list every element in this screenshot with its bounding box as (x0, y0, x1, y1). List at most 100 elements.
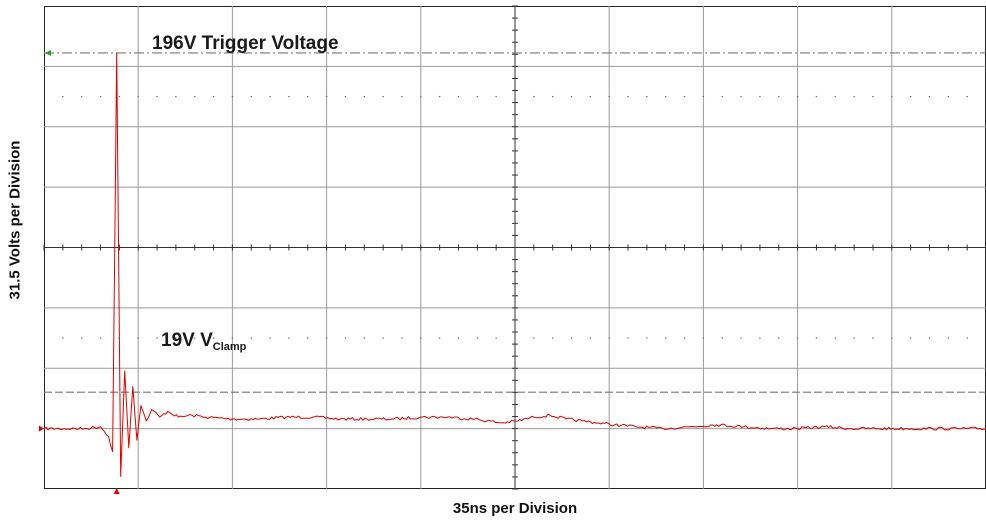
grid-dot (288, 95, 290, 98)
grid-dot (608, 95, 610, 98)
grid-dot (80, 95, 83, 98)
grid-dot (834, 95, 836, 98)
grid-dot (646, 337, 648, 339)
waveform-trace (43, 52, 986, 477)
grid-dot (250, 337, 252, 339)
grid-dot (627, 337, 629, 339)
grid-dot (156, 337, 158, 339)
grid-dot (627, 95, 629, 98)
grid-dot (646, 95, 648, 98)
grid-dot (231, 95, 234, 98)
grid-dot (533, 95, 535, 98)
grid-dot (137, 337, 139, 339)
grid-dot (533, 337, 535, 339)
grid-dot (853, 337, 855, 339)
grid-dot (363, 337, 365, 339)
grid-dot (947, 337, 950, 339)
grid-dot (325, 337, 328, 339)
grid-dot (194, 95, 196, 98)
grid-dot (137, 95, 139, 98)
grid-dot (665, 337, 667, 339)
grid-dot (665, 95, 667, 98)
grid-dot (307, 337, 309, 339)
x-axis-label: 35ns per Division (452, 500, 578, 517)
trigger-voltage-annotation: 196V Trigger Voltage (152, 33, 339, 54)
grid-dot (872, 95, 874, 98)
grid-dot (514, 337, 516, 339)
grid-dot (438, 95, 441, 98)
grid-dot (872, 337, 874, 339)
grid-dot (382, 95, 384, 98)
grid-dot (702, 95, 705, 98)
grid-dot (325, 95, 328, 98)
grid-dot (778, 337, 780, 339)
grid-dot (250, 95, 252, 98)
grid-dot (231, 337, 234, 339)
grid-dot (438, 337, 441, 339)
grid-dot (401, 95, 403, 98)
ground-marker-icon (39, 425, 44, 432)
grid-dot (815, 95, 818, 98)
grid-dot (759, 95, 761, 98)
grid-dot (495, 337, 497, 339)
grid-dot (928, 95, 931, 98)
clamp-voltage-annotation: 19V VClamp (161, 330, 246, 353)
grid-dot (307, 95, 309, 98)
level-marker-icon (45, 49, 51, 56)
y-axis-label: 31.5 Volts per Division (6, 140, 24, 300)
grid-dot (608, 337, 610, 339)
grid-dot (683, 95, 686, 98)
grid-dot (721, 337, 723, 339)
grid-dot (570, 337, 573, 339)
grid-dot (966, 95, 968, 98)
grid-dot (740, 337, 742, 339)
grid-dot (420, 95, 422, 98)
grid-dot (344, 337, 347, 339)
grid-dot (815, 337, 818, 339)
grid-dot (80, 337, 83, 339)
grid-dot (495, 95, 497, 98)
grid-dot (99, 95, 102, 98)
grid-dot (589, 337, 592, 339)
grid-dot (909, 95, 912, 98)
grid-dot (476, 95, 479, 98)
grid-dot (269, 95, 271, 98)
grid-dot (118, 95, 121, 98)
grid-dot (156, 95, 158, 98)
grid-dot (721, 95, 723, 98)
grid-dot (99, 337, 102, 339)
grid-dot (363, 95, 365, 98)
grid-dot (344, 95, 347, 98)
grid-dot (476, 337, 479, 339)
trigger-position-marker-icon (113, 488, 120, 494)
grid-dot (420, 337, 422, 339)
grid-dot (853, 95, 855, 98)
grid-dot (891, 95, 893, 98)
y-axis-label-container: 31.5 Volts per Division (3, 100, 27, 340)
grid-dot (288, 337, 290, 339)
grid-dot (834, 337, 836, 339)
grid-dot (796, 95, 799, 98)
grid-dot (796, 337, 799, 339)
grid-dot (457, 95, 460, 98)
grid-dot (759, 337, 761, 339)
grid-dot (683, 337, 686, 339)
grid-dot (212, 337, 215, 339)
grid-dot (62, 337, 64, 339)
grid-dot (947, 95, 950, 98)
grid-dot (514, 95, 516, 98)
grid-dot (589, 95, 592, 98)
grid-dot (457, 337, 460, 339)
grid-dot (175, 337, 177, 339)
grid-dot (928, 337, 931, 339)
grid-dot (740, 95, 742, 98)
grid-dot (382, 337, 384, 339)
grid-dot (891, 337, 893, 339)
grid-dot (269, 337, 271, 339)
grid-dot (401, 337, 403, 339)
grid-dot (551, 95, 554, 98)
grid-dot (212, 95, 215, 98)
grid-dot (175, 95, 177, 98)
